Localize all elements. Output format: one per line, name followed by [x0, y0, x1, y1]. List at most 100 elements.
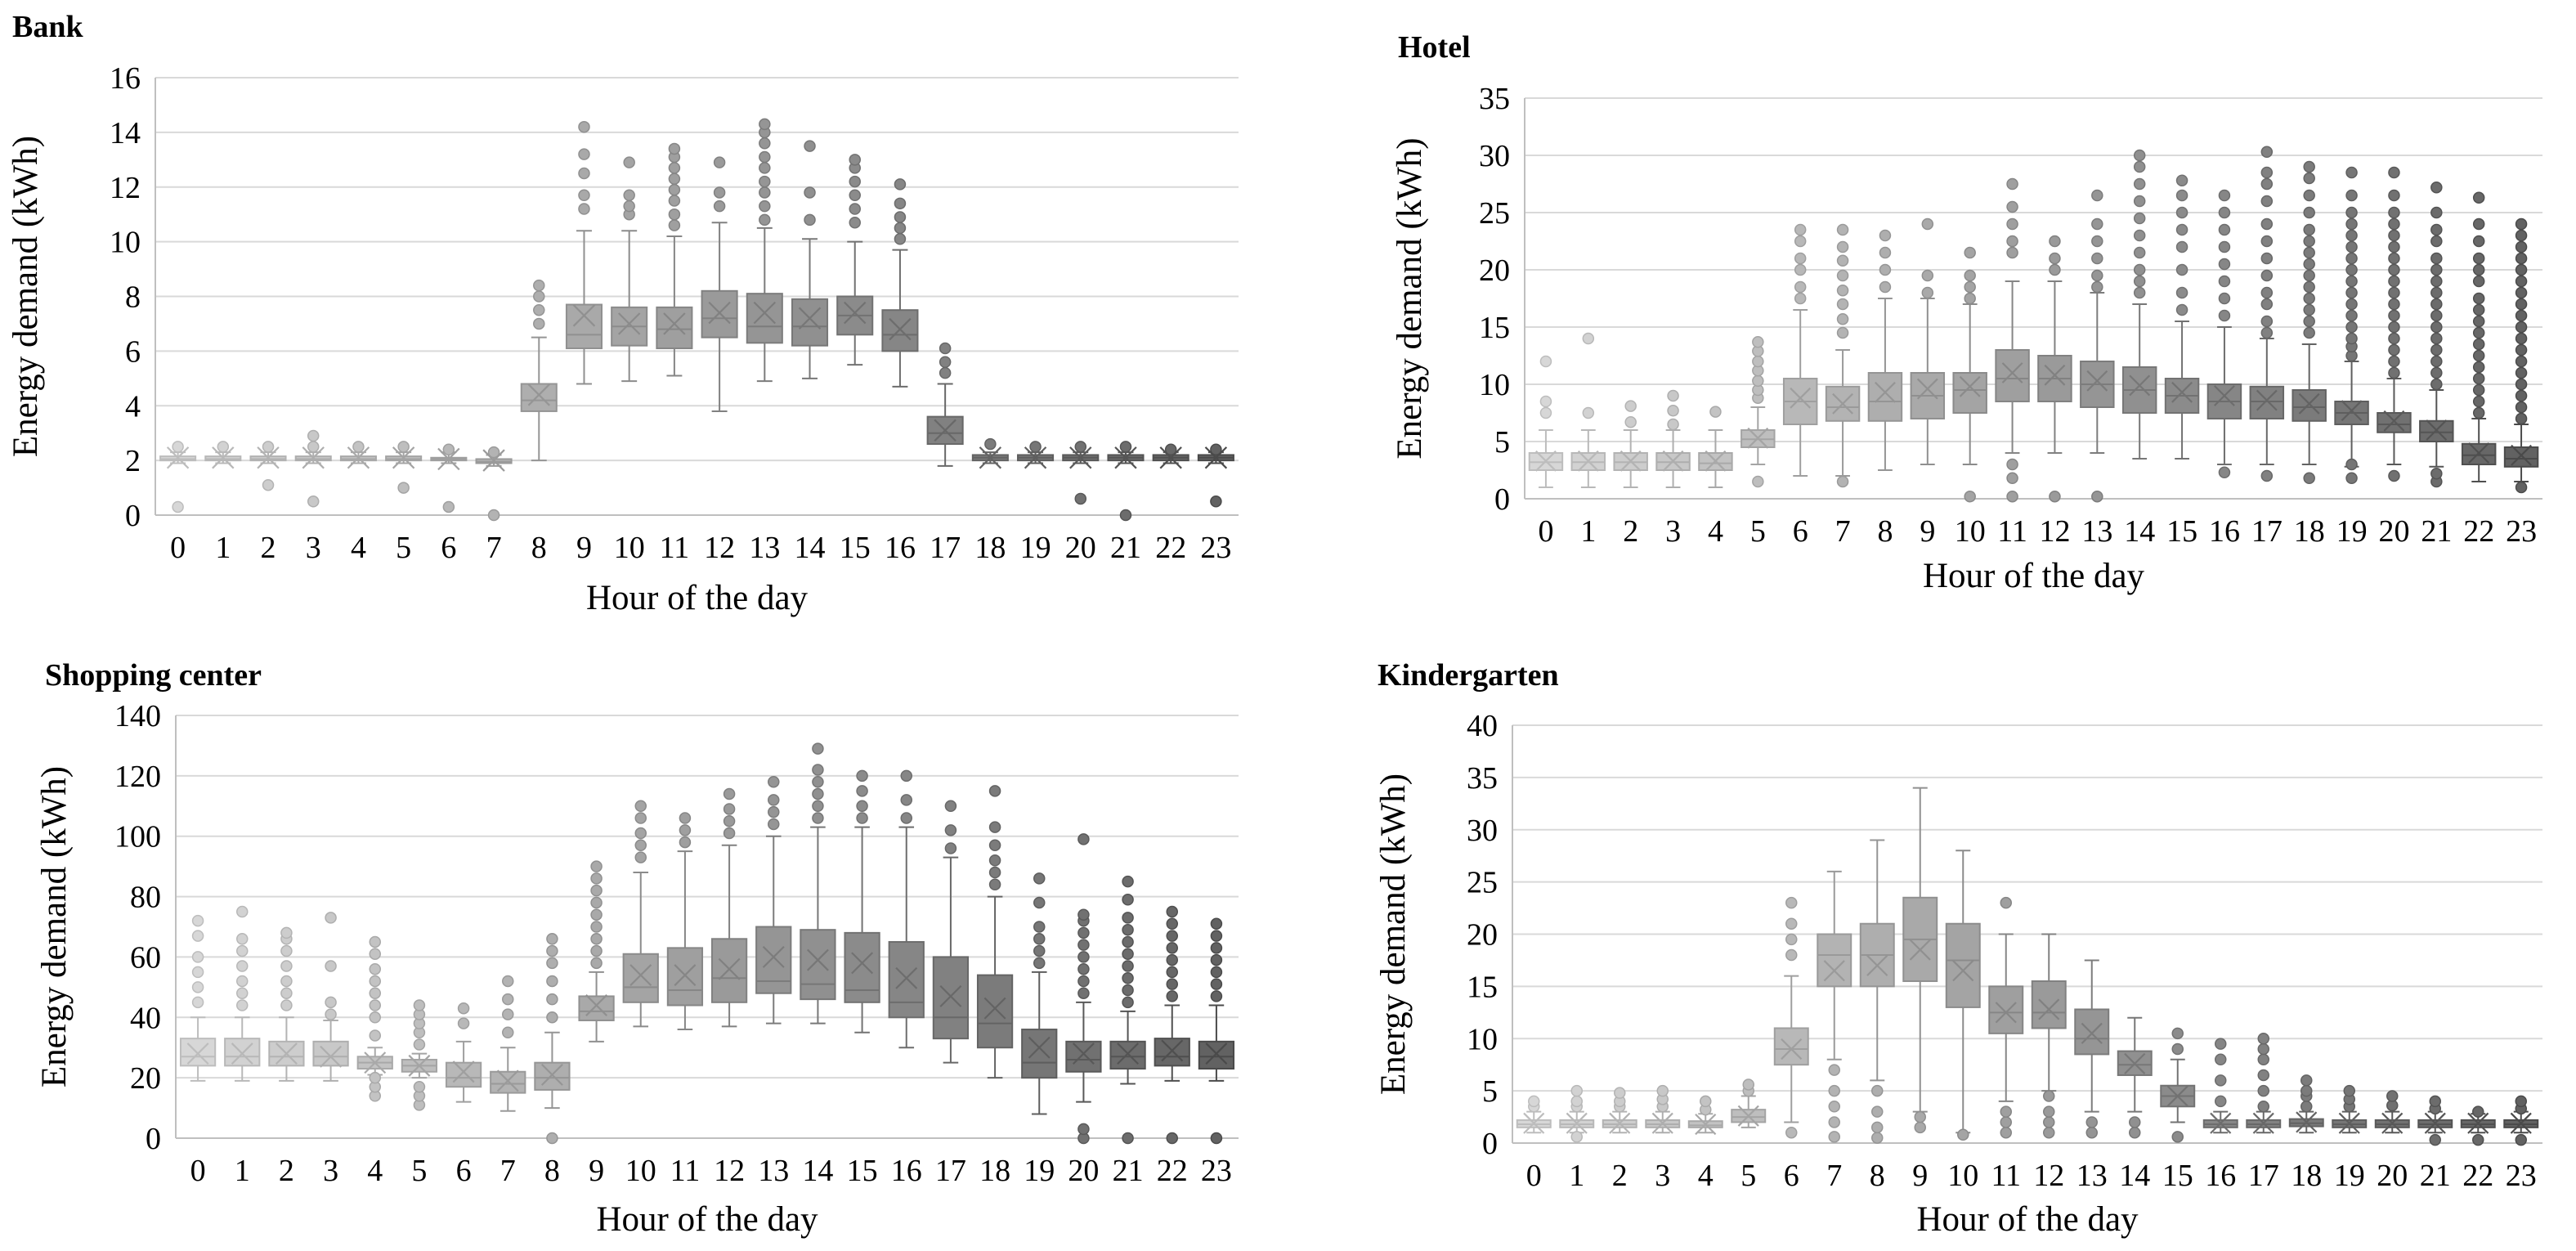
outlier-point: [1074, 492, 1087, 505]
outlier-point: [1914, 1110, 1926, 1123]
x-tick-label: 20: [2377, 1159, 2408, 1193]
outlier-point: [369, 948, 381, 960]
box-plot-hour-16: [2202, 1038, 2238, 1134]
outlier-point: [262, 478, 275, 491]
outlier-point: [1122, 923, 1134, 936]
outlier-point: [1033, 957, 1046, 970]
y-tick-label: 0: [1482, 1127, 1498, 1161]
x-tick-label: 12: [704, 531, 735, 565]
x-tick-label: 22: [2462, 1159, 2493, 1193]
outlier-point: [369, 987, 381, 999]
outlier-point: [2388, 309, 2400, 322]
outlier-point: [307, 429, 320, 442]
outlier-point: [2472, 361, 2485, 374]
mean-marker: [895, 966, 918, 989]
outlier-point: [2257, 1053, 2269, 1066]
x-tick-label: 6: [1793, 514, 1808, 549]
y-tick-label: 5: [1494, 425, 1510, 460]
box-iqr: [445, 1061, 482, 1088]
outlier-point: [2388, 355, 2400, 368]
box-plot-hour-19: [2334, 166, 2369, 485]
outlier-point: [1794, 235, 1807, 248]
outlier-point: [2303, 292, 2315, 305]
outlier-point: [2303, 206, 2315, 219]
outlier-point: [236, 987, 249, 999]
outlier-point: [2430, 181, 2443, 194]
outlier-point: [1210, 1132, 1223, 1145]
outlier-point: [2388, 286, 2400, 299]
mean-marker: [2086, 370, 2108, 392]
box-plot-hour-22: [1152, 443, 1189, 469]
outlier-point: [1539, 355, 1552, 368]
outlier-point: [2133, 246, 2146, 259]
x-tick-label: 15: [840, 531, 871, 565]
outlier-point: [623, 156, 635, 168]
box-iqr: [1952, 372, 1987, 414]
y-tick-label: 20: [1479, 253, 1510, 288]
y-tick-label: 100: [114, 820, 161, 854]
x-tick-label: 7: [1826, 1159, 1842, 1193]
outlier-point: [2515, 412, 2528, 425]
x-tick-label: 17: [935, 1154, 966, 1188]
box-iqr: [1198, 1040, 1235, 1070]
box-iqr: [179, 1038, 217, 1067]
outlier-point: [1828, 1131, 1840, 1143]
mean-marker: [1705, 450, 1727, 472]
outlier-point: [2175, 286, 2188, 299]
mean-marker: [2341, 400, 2363, 422]
outlier-point: [2175, 206, 2188, 219]
mean-marker: [1737, 1105, 1759, 1127]
x-tick-label: 2: [1612, 1159, 1628, 1193]
outlier-point: [894, 197, 907, 210]
outlier-point: [900, 769, 912, 782]
outlier-point: [369, 999, 381, 1011]
outlier-point: [1836, 312, 1849, 325]
outlier-point: [2515, 275, 2528, 288]
outlier-point: [2091, 217, 2103, 231]
x-axis-label: Hour of the day: [1916, 1200, 2139, 1239]
box-iqr: [2074, 1008, 2110, 1056]
outlier-point: [1957, 1128, 1969, 1141]
box-iqr: [2377, 412, 2412, 433]
outlier-point: [1667, 389, 1679, 402]
mean-marker: [1620, 450, 1642, 472]
outlier-point: [2472, 406, 2485, 419]
box-iqr: [1867, 372, 1903, 422]
outlier-point: [2133, 149, 2146, 162]
mean-marker: [1161, 1039, 1184, 1062]
box-iqr: [666, 947, 704, 1007]
outlier-point: [1033, 896, 1046, 909]
y-tick-label: 15: [1479, 311, 1510, 345]
outlier-point: [1539, 395, 1552, 408]
box-iqr: [1021, 1029, 1058, 1079]
outlier-point: [634, 812, 647, 824]
outlier-point: [2175, 223, 2188, 236]
x-tick-label: 12: [2039, 514, 2070, 549]
outlier-point: [2000, 896, 2012, 909]
outlier-point: [2429, 1095, 2441, 1108]
outlier-point: [217, 441, 230, 453]
box-plot-hour-17: [2246, 1033, 2282, 1134]
x-tick-label: 20: [2378, 514, 2409, 549]
outlier-point: [2133, 286, 2146, 299]
outlier-point: [679, 824, 692, 836]
outlier-point: [1122, 894, 1134, 906]
outlier-point: [2472, 372, 2485, 385]
outlier-point: [1794, 263, 1807, 276]
outlier-point: [723, 827, 736, 840]
outlier-point: [1742, 1078, 1754, 1091]
mean-marker: [1114, 446, 1137, 469]
mean-marker: [1747, 427, 1769, 449]
outlier-point: [900, 812, 912, 824]
box-plot-hour-19: [1021, 872, 1058, 1115]
box-plot-hour-15: [2160, 1027, 2196, 1143]
outlier-point: [2260, 177, 2274, 191]
x-tick-label: 9: [1912, 1159, 1928, 1193]
outlier-point: [1836, 284, 1849, 297]
x-axis-label: Hour of the day: [596, 1200, 818, 1239]
outlier-point: [2345, 458, 2358, 471]
outlier-point: [590, 896, 603, 909]
outlier-point: [172, 441, 184, 453]
outlier-point: [2472, 1133, 2484, 1146]
